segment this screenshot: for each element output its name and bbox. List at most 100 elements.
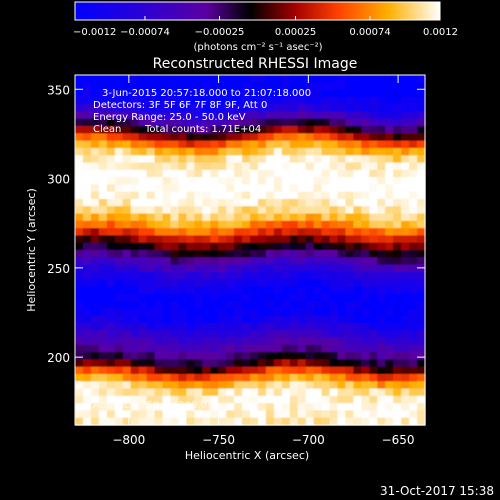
heatmap-cell bbox=[122, 337, 132, 346]
heatmap-cell bbox=[257, 293, 267, 302]
heatmap-cell bbox=[417, 89, 426, 98]
heatmap-cell bbox=[265, 279, 275, 288]
heatmap-cell bbox=[353, 279, 362, 288]
heatmap-cell bbox=[265, 250, 275, 258]
heatmap-cell bbox=[210, 89, 219, 98]
heatmap-cell bbox=[146, 301, 156, 309]
heatmap-cell bbox=[417, 250, 426, 258]
heatmap-cell bbox=[202, 162, 211, 171]
heatmap-cell bbox=[329, 264, 339, 273]
heatmap-cell bbox=[170, 308, 179, 317]
heatmap-cell bbox=[122, 155, 132, 164]
heatmap-cell bbox=[194, 177, 203, 185]
heatmap-cell bbox=[273, 126, 283, 134]
heatmap-cell bbox=[329, 213, 339, 222]
heatmap-cell bbox=[82, 322, 92, 331]
heatmap-cell bbox=[90, 417, 100, 426]
heatmap-cell bbox=[313, 301, 323, 309]
heatmap-cell bbox=[353, 96, 362, 105]
heatmap-cell bbox=[210, 118, 219, 127]
heatmap-cell bbox=[146, 206, 156, 215]
heatmap-cell bbox=[369, 206, 378, 215]
heatmap-cell bbox=[122, 82, 132, 91]
heatmap-cell bbox=[242, 140, 251, 149]
heatmap-cell bbox=[305, 250, 315, 258]
heatmap-cell bbox=[321, 75, 331, 83]
heatmap-cell bbox=[226, 155, 235, 164]
heatmap-cell bbox=[218, 89, 227, 98]
heatmap-cell bbox=[409, 213, 418, 222]
heatmap-cell bbox=[305, 279, 315, 288]
heatmap-cell bbox=[218, 75, 227, 83]
heatmap-cell bbox=[75, 89, 84, 98]
heatmap-cell bbox=[385, 228, 394, 237]
heatmap-cell bbox=[369, 169, 378, 178]
heatmap-cell bbox=[178, 140, 187, 149]
heatmap-cell bbox=[321, 169, 331, 178]
heatmap-cell bbox=[385, 220, 394, 229]
heatmap-cell bbox=[353, 89, 362, 98]
colorbar-tick-label: 0.0012 bbox=[423, 27, 458, 38]
heatmap-cell bbox=[226, 359, 235, 368]
heatmap-cell bbox=[130, 271, 140, 280]
heatmap-cell bbox=[265, 184, 275, 193]
heatmap-cell bbox=[345, 315, 354, 324]
heatmap-cell bbox=[234, 250, 243, 258]
heatmap-cell bbox=[98, 169, 108, 178]
heatmap-cell bbox=[361, 118, 370, 127]
heatmap-cell bbox=[361, 330, 370, 339]
heatmap-cell bbox=[154, 242, 164, 251]
heatmap-cell bbox=[170, 388, 179, 397]
heatmap-cell bbox=[98, 403, 108, 412]
heatmap-cell bbox=[186, 126, 195, 134]
heatmap-cell bbox=[297, 337, 307, 346]
heatmap-cell bbox=[178, 352, 187, 360]
heatmap-cell bbox=[329, 344, 339, 353]
heatmap-cell bbox=[106, 366, 116, 375]
heatmap-cell bbox=[305, 184, 315, 193]
heatmap-cell bbox=[297, 279, 307, 288]
heatmap-cell bbox=[122, 111, 132, 120]
heatmap-cell bbox=[194, 403, 203, 412]
heatmap-cell bbox=[226, 191, 235, 200]
heatmap-cell bbox=[154, 293, 164, 302]
heatmap-cell bbox=[417, 96, 426, 105]
heatmap-cell bbox=[202, 395, 211, 404]
heatmap-cell bbox=[146, 213, 156, 222]
heatmap-cell bbox=[265, 228, 275, 237]
x-axis-ticks: −800 −750 −700 −650 bbox=[112, 75, 415, 447]
heatmap-cell bbox=[202, 89, 211, 98]
heatmap-cell bbox=[321, 235, 331, 244]
heatmap-cell bbox=[218, 155, 227, 164]
heatmap-cell bbox=[417, 337, 426, 346]
heatmap-cell bbox=[313, 111, 323, 120]
heatmap-cell bbox=[186, 198, 195, 207]
heatmap-cell bbox=[329, 75, 339, 83]
heatmap-cell bbox=[146, 395, 156, 404]
heatmap-cell bbox=[90, 301, 100, 309]
heatmap-cell bbox=[337, 359, 347, 368]
heatmap-cell bbox=[194, 235, 203, 244]
heatmap-cell bbox=[281, 395, 291, 404]
heatmap-cell bbox=[130, 126, 140, 134]
heatmap-cell bbox=[82, 191, 92, 200]
heatmap-cell bbox=[289, 286, 299, 295]
heatmap-cell bbox=[321, 228, 331, 237]
heatmap-cell bbox=[337, 410, 347, 419]
heatmap-cell bbox=[369, 403, 378, 412]
heatmap-cell bbox=[329, 89, 339, 98]
heatmap-cell bbox=[226, 322, 235, 331]
heatmap-cell bbox=[242, 279, 251, 288]
heatmap-cell bbox=[154, 279, 164, 288]
heatmap-cell bbox=[345, 89, 354, 98]
heatmap-cell bbox=[138, 82, 148, 91]
heatmap-cell bbox=[114, 242, 124, 251]
heatmap-cell bbox=[281, 417, 291, 426]
heatmap-cell bbox=[281, 337, 291, 346]
heatmap-cell bbox=[146, 315, 156, 324]
heatmap-cell bbox=[202, 381, 211, 390]
heatmap-cell bbox=[242, 118, 251, 127]
heatmap-cell bbox=[186, 344, 195, 353]
heatmap-cell bbox=[130, 315, 140, 324]
heatmap-cell bbox=[114, 417, 124, 426]
